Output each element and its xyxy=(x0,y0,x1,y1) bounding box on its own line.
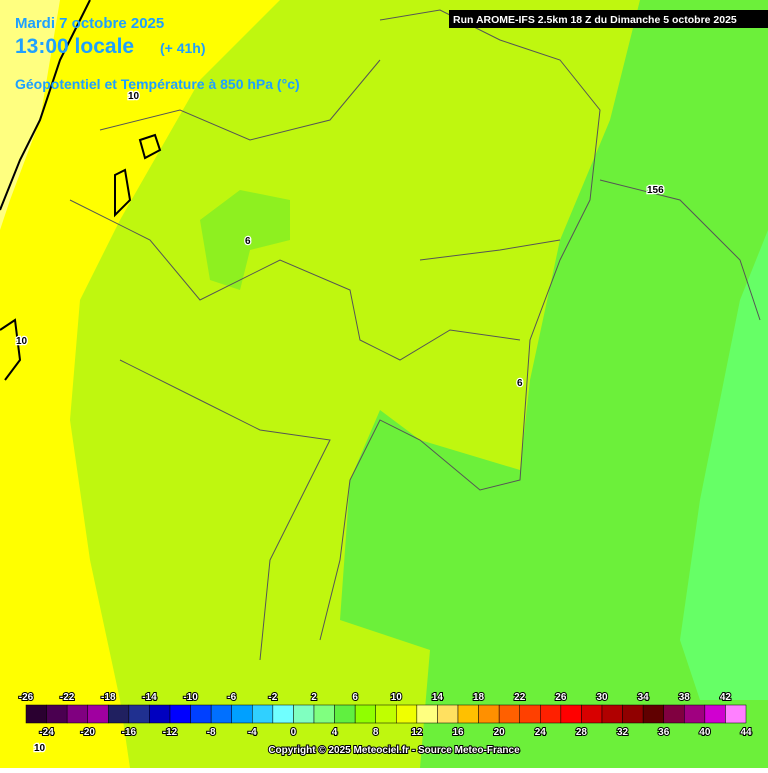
borders xyxy=(69,9,761,661)
contour-label: 10 xyxy=(128,91,140,102)
color-swatch xyxy=(231,704,253,724)
color-swatch xyxy=(437,704,459,724)
color-swatch xyxy=(416,704,438,724)
color-swatch xyxy=(354,704,376,724)
colorbar-label: 20 xyxy=(494,727,506,738)
color-swatch xyxy=(457,704,479,724)
color-swatch xyxy=(622,704,644,724)
cool-patch xyxy=(200,190,290,290)
colorbar-label: -2 xyxy=(268,692,277,703)
time: 13:00 locale xyxy=(15,35,134,58)
colorbar-label: -26 xyxy=(19,692,34,703)
color-swatch xyxy=(519,704,541,724)
cool-zone xyxy=(340,0,768,768)
color-swatch xyxy=(25,704,47,724)
colorbar-label: -18 xyxy=(101,692,116,703)
colorbar-label: 36 xyxy=(658,727,670,738)
run-info: Run AROME-IFS 2.5km 18 Z du Dimanche 5 o… xyxy=(453,14,737,26)
contour-label: 6 xyxy=(245,236,251,247)
colorbar-label: -8 xyxy=(207,727,216,738)
colorbar-label: 42 xyxy=(720,692,732,703)
contour-label: 10 xyxy=(16,336,28,347)
color-swatch xyxy=(149,704,171,724)
color-swatch xyxy=(642,704,664,724)
color-swatch xyxy=(252,704,274,724)
coolest-zone xyxy=(680,230,768,700)
colorbar-label: 8 xyxy=(373,727,379,738)
lead-time: (+ 41h) xyxy=(160,40,206,56)
color-swatch xyxy=(396,704,418,724)
colorbar-label: 0 xyxy=(291,727,297,738)
color-swatch xyxy=(684,704,706,724)
colorbar-label: 10 xyxy=(391,692,403,703)
color-swatch xyxy=(663,704,685,724)
color-swatch xyxy=(108,704,130,724)
colorbar-label: 30 xyxy=(596,692,608,703)
contour-label: 156 xyxy=(647,185,664,196)
colorbar-label: -6 xyxy=(227,692,236,703)
colorbar-label: 6 xyxy=(352,692,358,703)
color-swatch xyxy=(66,704,88,724)
color-swatch xyxy=(46,704,68,724)
colorbar-label: -20 xyxy=(80,727,95,738)
colorbar-label: -22 xyxy=(60,692,75,703)
colorbar-label: -16 xyxy=(122,727,137,738)
colorbar-label: 4 xyxy=(332,727,338,738)
color-swatch xyxy=(498,704,520,724)
colorbar-label: 18 xyxy=(473,692,485,703)
color-swatch xyxy=(87,704,109,724)
contour-label: 10 xyxy=(34,743,46,754)
color-swatch xyxy=(210,704,232,724)
colorbar-label: 28 xyxy=(576,727,588,738)
color-swatch xyxy=(272,704,294,724)
warm-zone xyxy=(0,0,280,768)
color-swatch xyxy=(560,704,582,724)
colorbar-label: 44 xyxy=(740,727,752,738)
coastline xyxy=(0,0,162,381)
colorbar-label: 14 xyxy=(432,692,444,703)
colorbar-label: -24 xyxy=(39,727,54,738)
colorbar-label: 34 xyxy=(638,692,650,703)
copyright: Copyright © 2025 Meteociel.fr - Source M… xyxy=(268,745,520,756)
color-swatch xyxy=(293,704,315,724)
color-swatch xyxy=(375,704,397,724)
colorbar-label: -12 xyxy=(163,727,178,738)
color-swatch xyxy=(128,704,150,724)
color-swatch xyxy=(601,704,623,724)
colorbar-label: 24 xyxy=(535,727,547,738)
colorbar-label: 26 xyxy=(555,692,567,703)
colorbar-label: 22 xyxy=(514,692,526,703)
colorbar-label: 2 xyxy=(311,692,317,703)
color-swatch xyxy=(334,704,356,724)
color-swatch xyxy=(169,704,191,724)
colorbar-label: 32 xyxy=(617,727,629,738)
colorbar-label: 40 xyxy=(699,727,711,738)
date: Mardi 7 octobre 2025 xyxy=(15,15,164,32)
colorbar-label: -10 xyxy=(183,692,198,703)
colorbar-label: 38 xyxy=(679,692,691,703)
colorbar-label: 16 xyxy=(452,727,464,738)
color-swatch xyxy=(725,704,747,724)
colorbar-label: -4 xyxy=(248,727,257,738)
run-box xyxy=(449,10,768,28)
parameter: Géopotentiel et Température à 850 hPa (°… xyxy=(15,76,300,92)
color-swatch xyxy=(540,704,562,724)
contour-label: 6 xyxy=(517,378,523,389)
colorbar-label: 12 xyxy=(411,727,423,738)
color-swatch xyxy=(478,704,500,724)
color-swatch xyxy=(190,704,212,724)
color-swatch xyxy=(581,704,603,724)
color-swatch xyxy=(313,704,335,724)
color-swatch xyxy=(704,704,726,724)
colorbar-label: -14 xyxy=(142,692,157,703)
